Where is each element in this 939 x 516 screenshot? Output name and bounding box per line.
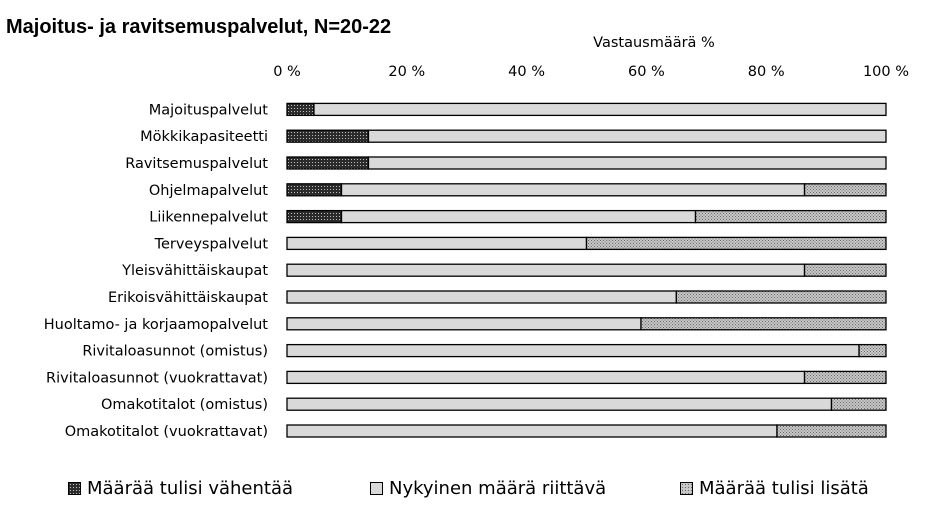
bar-segment (286, 156, 370, 170)
category-label: Ohjelmapalvelut (149, 183, 268, 199)
bar-segment (286, 317, 642, 331)
bar-segment (803, 183, 887, 197)
category-label: Terveyspalvelut (154, 236, 269, 252)
bar-segment (803, 370, 887, 385)
bar-segment (675, 290, 887, 304)
x-tick-label: 100 % (863, 64, 909, 80)
category-label: Liikennepalvelut (149, 210, 268, 226)
category-label: Rivitaloasunnot (vuokrattavat) (46, 370, 268, 386)
bar-segment (286, 183, 343, 197)
bar-segment (340, 209, 697, 224)
bar-segment (286, 424, 778, 438)
bar-segment (340, 183, 806, 197)
x-axis-title: Vastausmäärä % (593, 35, 715, 51)
legend-item: Määrää tulisi lisätä (680, 478, 869, 499)
bar-segment (286, 236, 588, 251)
bar-segment (313, 102, 887, 117)
bar-segment (803, 263, 887, 277)
bar-segment (286, 397, 833, 411)
bar-segment (286, 263, 806, 277)
legend-swatch (370, 482, 383, 495)
category-label: Mökkikapasiteetti (140, 129, 268, 145)
category-label: Omakotitalot (omistus) (101, 397, 268, 413)
x-tick-label: 20 % (388, 64, 425, 80)
bar-segment (286, 209, 343, 224)
legend-swatch (68, 482, 81, 495)
x-tick-label: 80 % (748, 64, 785, 80)
bar-segment (286, 129, 370, 143)
category-label: Omakotitalot (vuokrattavat) (65, 424, 268, 440)
bar-segment (367, 156, 887, 170)
bar-segment (585, 236, 887, 251)
category-label: Huoltamo- ja korjaamopalvelut (44, 317, 269, 333)
category-label: Erikoisvähittäiskaupat (108, 290, 268, 306)
bar-segment (367, 129, 887, 143)
bar-segment (286, 370, 806, 385)
bar-segment (286, 290, 678, 304)
legend-swatch (680, 482, 693, 495)
category-label: Ravitsemuspalvelut (125, 156, 268, 172)
category-label: Majoituspalvelut (149, 102, 269, 118)
bar-segment (858, 343, 887, 358)
legend-item: Nykyinen määrä riittävä (370, 478, 606, 499)
x-tick-label: 60 % (628, 64, 665, 80)
chart-title: Majoitus- ja ravitsemuspalvelut, N=20-22 (6, 16, 392, 38)
legend: Määrää tulisi vähentää Nykyinen määrä rii… (0, 478, 939, 506)
bar-segment (286, 102, 315, 117)
legend-item: Määrää tulisi vähentää (68, 478, 293, 499)
bar-segment (830, 397, 887, 411)
x-tick-label: 40 % (508, 64, 545, 80)
bar-segment (694, 209, 887, 224)
bar-segment (640, 317, 887, 331)
x-tick-label: 0 % (273, 64, 301, 80)
legend-label: Määrää tulisi lisätä (699, 478, 869, 499)
category-label: Yleisvähittäiskaupat (121, 263, 268, 279)
bar-segment (286, 343, 860, 358)
bar-segment (776, 424, 887, 438)
legend-label: Nykyinen määrä riittävä (389, 478, 607, 499)
legend-label: Määrää tulisi vähentää (87, 478, 294, 499)
category-label: Rivitaloasunnot (omistus) (82, 344, 268, 360)
